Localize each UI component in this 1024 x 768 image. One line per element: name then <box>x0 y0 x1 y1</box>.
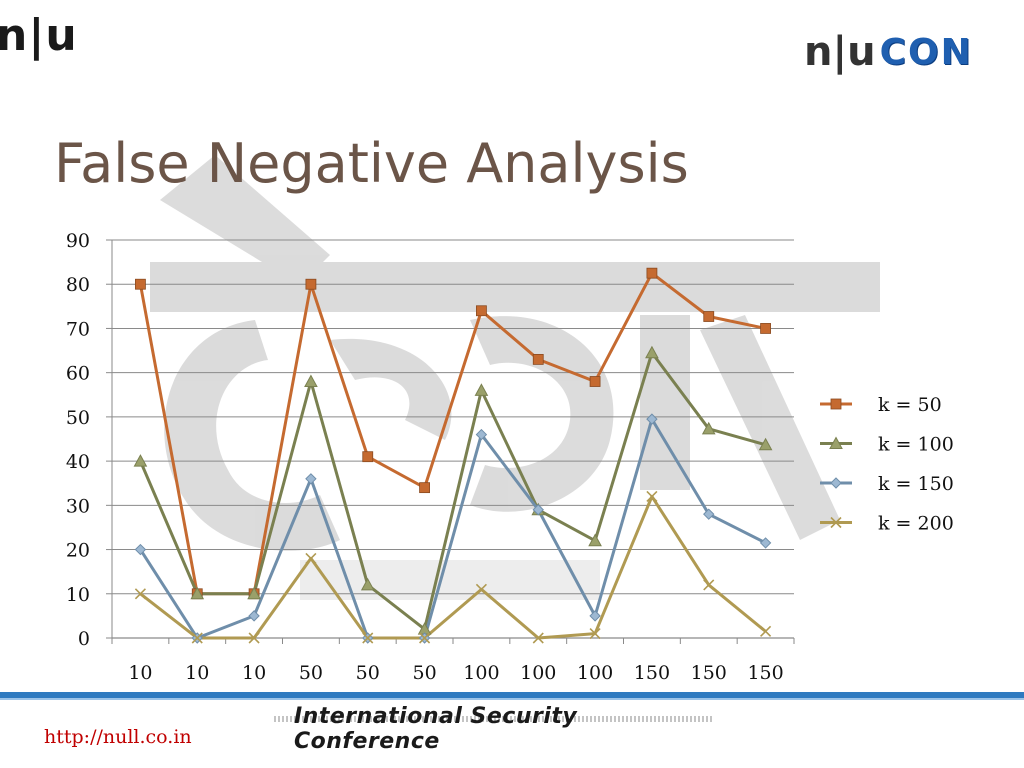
data-point-series-4 <box>703 579 715 591</box>
data-point-series-2 <box>190 586 205 600</box>
x-tick-label: 150 <box>691 662 727 684</box>
data-point-series-1 <box>135 278 146 290</box>
data-point-series-2 <box>133 454 148 467</box>
data-point-series-3 <box>646 413 658 425</box>
y-tick-label: 60 <box>66 363 90 385</box>
legend-marker-3 <box>830 477 842 489</box>
data-point-series-1 <box>362 451 374 463</box>
data-point-series-1 <box>305 278 317 290</box>
data-point-series-4 <box>532 632 544 644</box>
legend-marker-1 <box>830 398 842 410</box>
series-line-4 <box>139 494 767 640</box>
data-point-series-1 <box>589 376 601 387</box>
x-tick-label: 50 <box>356 662 380 684</box>
series-line-3 <box>139 417 767 640</box>
legend-label: k = 100 <box>878 434 954 456</box>
y-tick-label: 80 <box>66 274 90 296</box>
x-tick-label: 50 <box>299 662 323 684</box>
data-point-series-4 <box>646 490 658 503</box>
data-point-series-4 <box>589 628 601 640</box>
null-logo-left: n|u <box>0 10 78 61</box>
data-point-series-3 <box>134 543 147 556</box>
data-point-series-3 <box>305 473 317 485</box>
footer-divider <box>0 692 1024 698</box>
data-point-series-4 <box>248 632 260 644</box>
nullcon-logo-con: CON <box>879 31 973 73</box>
legend-label: k = 50 <box>878 394 942 416</box>
y-tick-label: 0 <box>78 628 90 650</box>
data-point-series-1 <box>476 305 487 317</box>
x-tick-label: 150 <box>747 662 783 684</box>
data-point-series-3 <box>589 610 601 622</box>
data-point-series-1 <box>532 353 544 365</box>
data-point-series-3 <box>532 504 544 516</box>
y-tick-label: 90 <box>66 230 90 252</box>
slide-title: False Negative Analysis <box>54 132 689 195</box>
legend-label: k = 200 <box>878 513 954 535</box>
data-point-series-4 <box>305 552 317 564</box>
y-tick-label: 10 <box>66 584 90 606</box>
data-point-series-2 <box>474 383 489 396</box>
x-tick-label: 150 <box>634 662 670 684</box>
data-point-series-4 <box>191 632 203 644</box>
x-tick-label: 10 <box>128 662 152 684</box>
data-point-series-3 <box>703 508 715 520</box>
x-tick-label: 50 <box>412 662 436 684</box>
x-tick-label: 10 <box>185 662 209 684</box>
conference-banner-text: International Security Conference <box>294 704 578 754</box>
data-point-series-2 <box>360 577 375 591</box>
data-point-series-4 <box>134 588 146 600</box>
banner-stripe <box>274 716 714 722</box>
legend-marker-2 <box>829 436 843 449</box>
y-tick-label: 50 <box>66 407 90 429</box>
data-point-series-2 <box>645 345 659 359</box>
series-line-1 <box>138 271 766 596</box>
data-point-series-3 <box>759 537 772 549</box>
y-tick-label: 20 <box>66 540 90 562</box>
data-point-series-4 <box>362 632 374 644</box>
data-point-series-3 <box>248 610 260 622</box>
data-point-series-4 <box>475 583 487 595</box>
data-point-series-4 <box>419 632 431 644</box>
nullcon-logo-nu: n|u <box>804 29 876 75</box>
x-tick-label: 100 <box>577 662 613 684</box>
data-point-series-1 <box>760 323 771 334</box>
legend-label: k = 150 <box>878 473 954 495</box>
data-point-series-2 <box>247 586 261 600</box>
conference-banner: International Security Conference <box>274 704 714 754</box>
y-tick-label: 40 <box>66 451 90 473</box>
series-line-2 <box>139 351 766 631</box>
y-tick-label: 30 <box>66 495 90 517</box>
data-point-series-2 <box>758 437 773 451</box>
footer-url-link[interactable]: http://null.co.in <box>44 726 192 748</box>
y-tick-label: 70 <box>66 318 90 340</box>
data-point-series-1 <box>419 482 430 494</box>
legend-marker-4 <box>830 516 842 529</box>
data-point-series-1 <box>703 311 715 322</box>
data-point-series-2 <box>304 374 318 388</box>
data-point-series-4 <box>760 625 772 637</box>
footer-divider-light <box>0 698 1024 700</box>
data-point-series-2 <box>588 533 602 547</box>
nullcon-logo: n|u CON <box>804 26 973 78</box>
data-point-series-1 <box>646 267 658 279</box>
data-point-series-3 <box>475 428 488 441</box>
data-point-series-2 <box>701 421 716 435</box>
x-tick-label: 100 <box>463 662 499 684</box>
x-tick-label: 100 <box>520 662 556 684</box>
x-tick-label: 10 <box>242 662 266 684</box>
